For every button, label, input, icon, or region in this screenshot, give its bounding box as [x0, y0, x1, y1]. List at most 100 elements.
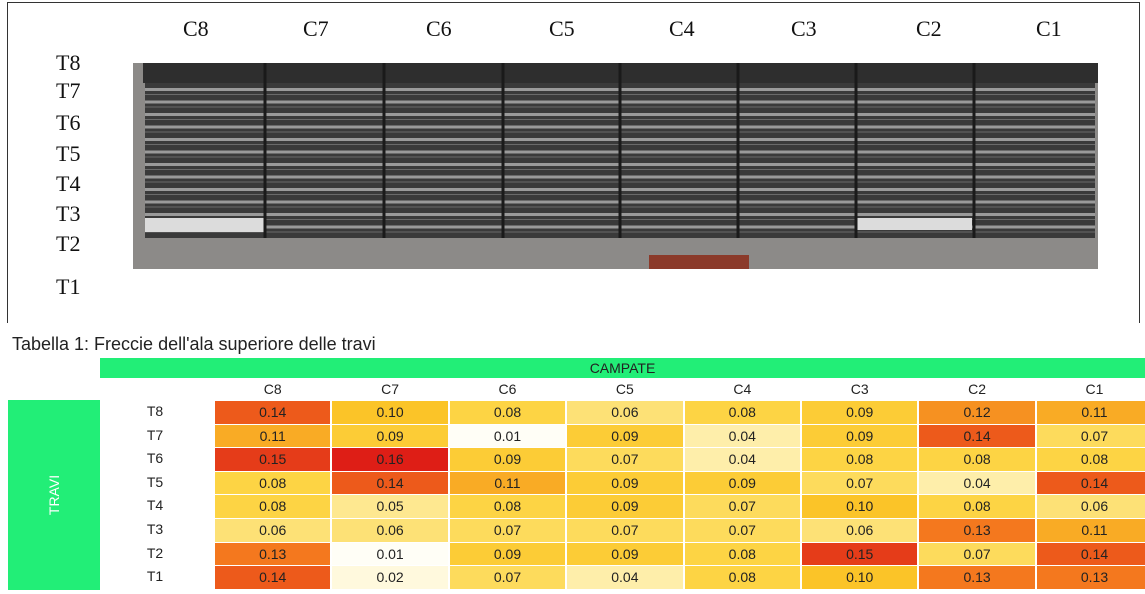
figure-column-label: C6 [426, 16, 452, 42]
table-cell: 0.06 [215, 519, 330, 542]
row-label: T4 [130, 495, 180, 516]
figure-column-label: C8 [183, 16, 209, 42]
figure-column-label: C5 [549, 16, 575, 42]
row-label: T7 [130, 425, 180, 446]
table-cell: 0.14 [1037, 472, 1145, 495]
table-cell: 0.06 [332, 519, 447, 542]
row-label: T3 [130, 519, 180, 540]
table-cell: 0.07 [567, 519, 682, 542]
table-cell: 0.08 [1037, 448, 1145, 471]
table-cell: 0.07 [685, 495, 800, 518]
figure-column-label: C7 [303, 16, 329, 42]
column-header: C6 [450, 381, 565, 397]
table-cell: 0.07 [919, 543, 1034, 566]
table-cell: 0.06 [567, 401, 682, 424]
table-cell: 0.10 [802, 495, 917, 518]
table-cell: 0.08 [215, 495, 330, 518]
table-cell: 0.10 [802, 566, 917, 589]
column-header: C3 [802, 381, 917, 397]
column-header: C4 [685, 381, 800, 397]
table-cell: 0.08 [919, 495, 1034, 518]
table-cell: 0.09 [332, 425, 447, 448]
column-header: C1 [1037, 381, 1145, 397]
table-cell: 0.09 [450, 543, 565, 566]
table-cell: 0.13 [919, 566, 1034, 589]
table-cell: 0.14 [332, 472, 447, 495]
page: {"figure": {"column_labels": ["C8", "C7"… [0, 0, 1145, 594]
table-cell: 0.05 [332, 495, 447, 518]
column-header: C7 [332, 381, 447, 397]
row-label: T5 [130, 472, 180, 493]
figure-row-label: T3 [56, 201, 80, 227]
table-cell: 0.14 [1037, 543, 1145, 566]
table-cell: 0.06 [802, 519, 917, 542]
figure-row-label: T7 [56, 78, 80, 104]
table-cell: 0.12 [919, 401, 1034, 424]
figure-row-label: T8 [56, 50, 80, 76]
table-cell: 0.08 [685, 401, 800, 424]
table-cell: 0.09 [685, 472, 800, 495]
table-cell: 0.08 [450, 401, 565, 424]
table-cell: 0.09 [567, 425, 682, 448]
table-cell: 0.13 [919, 519, 1034, 542]
figure-column-label: C3 [791, 16, 817, 42]
column-header: C2 [919, 381, 1034, 397]
table-cell: 0.16 [332, 448, 447, 471]
table-cell: 0.07 [450, 566, 565, 589]
table-cell: 0.09 [450, 448, 565, 471]
figure-column-label: C2 [916, 16, 942, 42]
figure-row-label: T1 [56, 274, 80, 300]
row-label: T1 [130, 566, 180, 587]
table-cell: 0.07 [567, 448, 682, 471]
table-cell: 0.15 [802, 543, 917, 566]
table-cell: 0.10 [332, 401, 447, 424]
table-cell: 0.09 [802, 401, 917, 424]
row-label: T6 [130, 448, 180, 469]
figure-row-label: T5 [56, 141, 80, 167]
table-cell: 0.11 [1037, 401, 1145, 424]
table-cell: 0.09 [567, 472, 682, 495]
group-header: CAMPATE [100, 358, 1145, 378]
table-cell: 0.07 [685, 519, 800, 542]
row-label: T2 [130, 543, 180, 564]
table-cell: 0.08 [450, 495, 565, 518]
table-cell: 0.01 [450, 425, 565, 448]
table-cell: 0.08 [685, 543, 800, 566]
table-cell: 0.09 [567, 543, 682, 566]
table-cell: 0.04 [685, 425, 800, 448]
table-cell: 0.04 [685, 448, 800, 471]
bridge-photo [133, 63, 1098, 269]
table-cell: 0.06 [1037, 495, 1145, 518]
table-cell: 0.11 [450, 472, 565, 495]
table-cell: 0.14 [215, 401, 330, 424]
table-cell: 0.08 [685, 566, 800, 589]
table-cell: 0.07 [450, 519, 565, 542]
table-cell: 0.04 [919, 472, 1034, 495]
table-cell: 0.09 [802, 425, 917, 448]
caption: Tabella 1: Freccie dell'ala superiore de… [12, 334, 376, 355]
table-cell: 0.04 [567, 566, 682, 589]
figure-row-label: T4 [56, 171, 80, 197]
table-cell: 0.07 [802, 472, 917, 495]
table-cell: 0.01 [332, 543, 447, 566]
column-header: C8 [215, 381, 330, 397]
table-cell: 0.13 [215, 543, 330, 566]
table-cell: 0.02 [332, 566, 447, 589]
table-cell: 0.08 [802, 448, 917, 471]
figure-row-label: T2 [56, 231, 80, 257]
table-cell: 0.08 [919, 448, 1034, 471]
figure-column-label: C4 [669, 16, 695, 42]
column-header: C5 [567, 381, 682, 397]
row-group-box: TRAVI [8, 400, 100, 590]
row-label: T8 [130, 401, 180, 422]
table-cell: 0.13 [1037, 566, 1145, 589]
table-cell: 0.11 [1037, 519, 1145, 542]
table-cell: 0.14 [919, 425, 1034, 448]
row-group-label: TRAVI [46, 475, 62, 515]
table-cell: 0.08 [215, 472, 330, 495]
table-cell: 0.14 [215, 566, 330, 589]
table-cell: 0.15 [215, 448, 330, 471]
figure-row-label: T6 [56, 110, 80, 136]
figure-column-label: C1 [1036, 16, 1062, 42]
table-cell: 0.11 [215, 425, 330, 448]
